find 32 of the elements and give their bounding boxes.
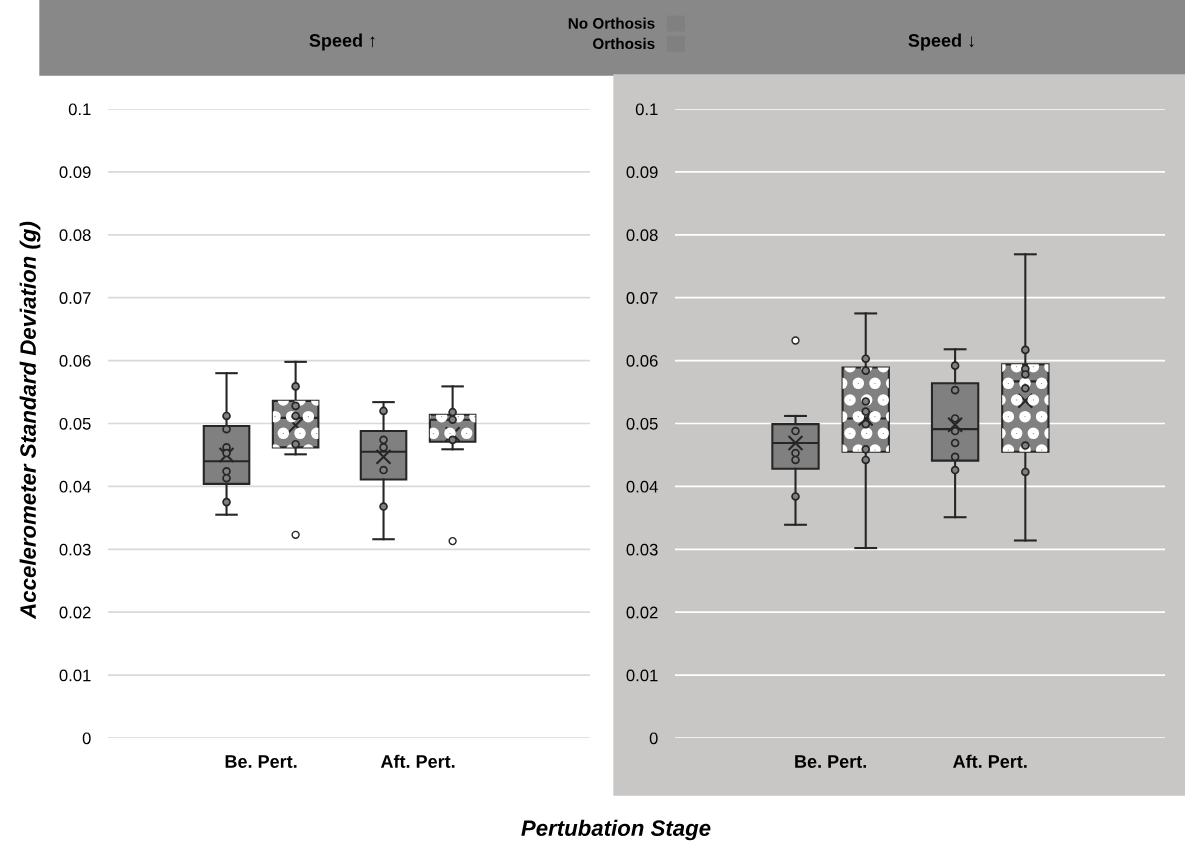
y-tick-label: 0.05 xyxy=(59,417,91,430)
y-tick-label: 0.04 xyxy=(626,480,658,493)
y-tick-label: 0.03 xyxy=(59,543,91,556)
x-tick-label: Be. Pert. xyxy=(225,755,297,768)
legend-label: No Orthosis xyxy=(568,17,655,29)
x-axis-title: Pertubation Stage xyxy=(521,819,711,841)
y-tick-label: 0.01 xyxy=(626,669,658,682)
y-tick-label: 0.07 xyxy=(59,292,91,304)
y-tick-label: 0.01 xyxy=(59,669,91,682)
legend-label: Orthosis xyxy=(593,37,655,50)
y-tick-label: 0.06 xyxy=(59,355,91,367)
y-tick-label: 0 xyxy=(82,732,91,745)
y-tick-label: 0.08 xyxy=(59,229,91,241)
y-axis-title: Accelerometer Standard Deviation (g) xyxy=(19,221,41,620)
x-tick-label: Aft. Pert. xyxy=(380,754,455,768)
y-tick-label: 0.06 xyxy=(626,355,658,367)
chart-title: Speed ↓ xyxy=(908,33,974,51)
chart-title: Speed ↑ xyxy=(309,33,375,51)
x-tick-label: Aft. Pert. xyxy=(953,754,1027,768)
y-tick-label: 0.1 xyxy=(68,103,91,116)
y-tick-label: 0.09 xyxy=(626,166,658,179)
y-tick-label: 0.04 xyxy=(59,480,91,493)
x-tick-label: Be. Pert. xyxy=(795,755,866,768)
y-tick-label: 0.1 xyxy=(635,103,658,116)
y-tick-label: 0.02 xyxy=(626,606,658,619)
y-tick-label: 0.05 xyxy=(626,417,658,430)
y-tick-label: 0 xyxy=(649,732,658,745)
y-tick-label: 0.02 xyxy=(59,606,91,619)
y-tick-label: 0.03 xyxy=(626,543,658,556)
y-tick-label: 0.09 xyxy=(59,166,91,179)
y-tick-label: 0.07 xyxy=(626,292,658,304)
y-tick-label: 0.08 xyxy=(626,229,658,241)
